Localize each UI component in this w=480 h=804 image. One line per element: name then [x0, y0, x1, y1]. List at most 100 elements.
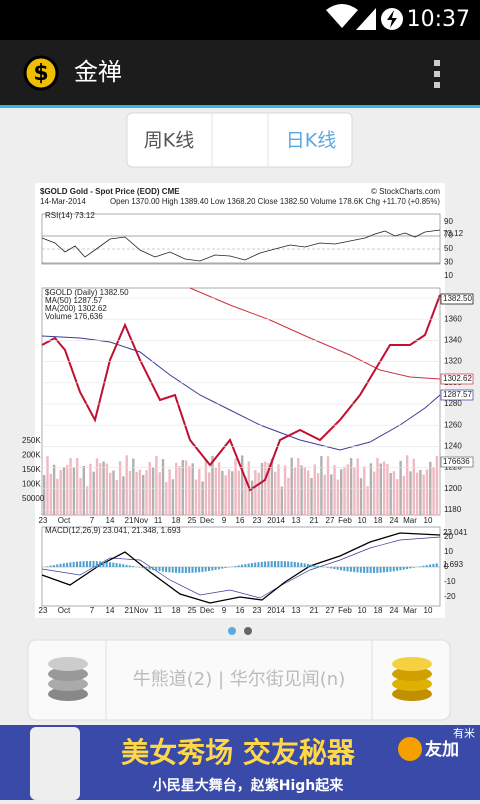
tab[interactable]: 周K线 [144, 130, 194, 152]
volume-bar [419, 470, 421, 515]
x-label: 14 [106, 606, 115, 615]
x-label: 10 [424, 606, 433, 615]
volume-bar [423, 475, 425, 515]
hist-bar [307, 564, 309, 567]
volume-bar [337, 479, 339, 515]
hist-bar [317, 566, 319, 567]
macd-tag: 1.693 [443, 560, 464, 569]
x-label: 21 [310, 606, 319, 615]
volume-bar [234, 458, 236, 515]
hist-bar [175, 567, 177, 573]
volume-bar [119, 461, 121, 515]
x-label: Oct [58, 606, 71, 615]
page-dot-active[interactable] [228, 627, 236, 635]
hist-bar [238, 565, 240, 567]
x-label: 24 [390, 516, 399, 525]
volume-bar [79, 478, 81, 515]
chart-bg [35, 183, 445, 618]
hist-bar [350, 567, 352, 572]
volume-bar [221, 471, 223, 515]
volume-bar [291, 458, 293, 515]
volume-bar [145, 470, 147, 515]
volume-bar [129, 471, 131, 515]
volume-tick: 100K [22, 480, 41, 489]
volume-bar [122, 476, 124, 515]
hist-bar [297, 562, 299, 567]
x-label: Oct [58, 516, 71, 525]
volume-bar [159, 472, 161, 515]
ad-phone [30, 727, 80, 800]
rsi-tick: 10 [444, 271, 453, 280]
hist-bar [363, 567, 365, 573]
hist-bar [340, 567, 342, 570]
macd-tick: 10 [444, 547, 453, 556]
page-dot[interactable] [244, 627, 252, 635]
x-label: 9 [222, 606, 227, 615]
volume-bar [310, 478, 312, 515]
credit: © StockCharts.com [371, 187, 440, 196]
hist-bar [225, 567, 227, 568]
hist-bar [287, 561, 289, 567]
x-label: 23 [253, 516, 262, 525]
x-label: 23 [39, 516, 48, 525]
volume-bar [271, 459, 273, 515]
hist-bar [390, 567, 392, 572]
hist-bar [155, 567, 157, 571]
hist-bar [267, 561, 269, 567]
volume-bar [188, 466, 190, 515]
hist-bar [436, 563, 438, 567]
volume-bar [139, 470, 141, 515]
hist-bar [258, 562, 260, 567]
hist-bar [327, 567, 329, 568]
volume-tick: 150K [22, 465, 41, 474]
volume-bar [215, 468, 217, 515]
hist-bar [215, 567, 217, 570]
hist-bar [274, 561, 276, 567]
hist-bar [333, 567, 335, 569]
hist-bar [357, 567, 359, 572]
hist-bar [261, 562, 263, 567]
x-label: 18 [172, 516, 181, 525]
macd-tick: -20 [444, 592, 456, 601]
volume-bar [109, 473, 111, 515]
price-tag: 176636 [443, 457, 470, 466]
volume-bar [386, 464, 388, 515]
volume-bar [409, 471, 411, 515]
overflow-menu[interactable] [434, 60, 440, 88]
ad-tagline: 小民星大舞台，赵紫High起来 [153, 777, 345, 794]
price-tick: 1260 [444, 420, 462, 429]
price-tick: 1180 [444, 505, 462, 514]
price-tick: 1320 [444, 357, 462, 366]
hist-bar [419, 566, 421, 567]
volume-bar [277, 464, 279, 515]
volume-bar [152, 467, 154, 515]
bottom-text[interactable]: 牛熊道(2) | 华尔街见闻(n) [133, 669, 345, 690]
hist-bar [60, 564, 62, 567]
macd-label: MACD(12,26,9) 23.041, 21.348, 1.693 [45, 526, 181, 535]
rsi-label: RSI(14) 73.12 [45, 211, 95, 220]
hist-bar [162, 567, 164, 572]
volume-bar [373, 472, 375, 515]
volume-bar [304, 467, 306, 515]
volume-bar [182, 460, 184, 515]
price-legend: Volume 176,636 [45, 312, 103, 321]
hist-bar [271, 561, 273, 567]
tab-active[interactable]: 日K线 [286, 130, 336, 152]
price-tick: 1240 [444, 442, 462, 451]
volume-bar [274, 472, 276, 515]
volume-bar [89, 464, 91, 515]
volume-bar [46, 456, 48, 515]
hist-bar [122, 564, 124, 567]
volume-bar [73, 467, 75, 515]
hist-bar [403, 567, 405, 570]
x-label: 13 [292, 516, 301, 525]
volume-bar [287, 478, 289, 515]
volume-bar [432, 467, 434, 515]
hist-bar [234, 566, 236, 567]
x-label: Feb [338, 606, 352, 615]
hist-bar [198, 567, 200, 572]
volume-bar [86, 486, 88, 515]
x-label: 11 [154, 516, 163, 525]
volume-bar [324, 475, 326, 515]
